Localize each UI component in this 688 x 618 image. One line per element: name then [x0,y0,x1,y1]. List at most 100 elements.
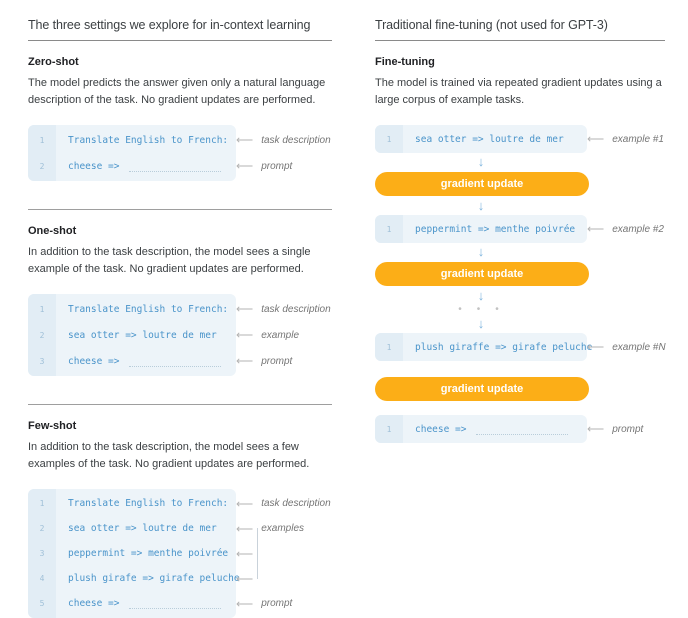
left-arrow-icon: ⟵ [587,422,605,436]
line-number: 4 [39,574,45,583]
code-line: 1 Translate English to French: ⟵ task de… [28,296,331,322]
fine-tuning-description: The model is trained via repeated gradie… [375,77,662,106]
line-number: 2 [39,161,45,171]
annotation-label: task description [261,134,331,146]
down-arrow-icon: ↓ [477,198,485,213]
annotation: ⟵ prompt [236,355,292,367]
left-arrow-icon: ⟵ [236,596,254,611]
left-arrow-icon: ⟵ [236,571,254,586]
annotation-label: prompt [261,160,293,172]
few-shot-heading: Few-shot [28,420,77,432]
left-arrow-icon: ⟵ [236,546,254,561]
zero-shot-code-block: 1 Translate English to French: ⟵ task de… [28,125,331,181]
section-one-shot: One-shot In addition to the task descrip… [28,225,344,376]
code-line: 3 peppermint => menthe poivrée ⟵ [28,541,254,566]
section-few-shot: Few-shot In addition to the task descrip… [28,420,344,618]
code-text: sea otter => loutre de mer [415,133,564,145]
ellipsis-dots: • • • [458,304,504,315]
section-fine-tuning: Fine-tuning The model is trained via rep… [375,56,688,443]
code-line: 2 sea otter => loutre de mer ⟵ example [28,322,299,348]
line-number: 3 [39,549,45,558]
line-number-gutter [375,333,403,361]
line-number: 5 [39,599,45,608]
left-arrow-icon: ⟵ [236,328,254,342]
fine-tuning-column: Traditional fine-tuning (not used for GP… [344,13,688,618]
line-number: 1 [386,134,392,144]
gradient-update-pill: gradient update [375,172,589,196]
annotation: ⟵ task description [236,498,331,510]
code-line: 1 cheese => ⟵ prompt [375,415,644,443]
line-number: 2 [39,330,45,340]
code-line: 3 cheese => ⟵ prompt [28,348,293,374]
annotation-label: example #1 [612,133,664,145]
annotation: ⟵ prompt [587,423,643,435]
in-context-learning-column: The three settings we explore for in-con… [0,13,344,618]
code-text: Translate English to French: [68,498,229,509]
section-divider [28,404,332,405]
annotation: ⟵ task description [236,134,331,146]
code-text: cheese => [68,598,120,609]
one-shot-code-block: 1 Translate English to French: ⟵ task de… [28,294,331,376]
code-text: sea otter => loutre de mer [68,523,217,534]
left-arrow-icon: ⟵ [236,496,254,511]
line-number: 2 [39,524,45,533]
code-text: plush giraffe => girafe peluche [415,341,593,353]
line-number: 1 [39,499,45,508]
annotation: ⟵ [236,548,253,560]
annotation: ⟵ prompt [236,160,292,172]
example-n-block: 1 plush giraffe => girafe peluche ⟵ exam… [375,333,666,361]
code-line: 4 plush girafe => girafe peluche ⟵ [28,566,254,591]
prompt-block: 1 cheese => ⟵ prompt [375,415,644,443]
few-shot-code-block: 1 Translate English to French: ⟵ task de… [28,489,331,618]
left-arrow-icon: ⟵ [587,340,605,354]
code-text: plush girafe => girafe peluche [68,573,240,584]
section-divider [28,209,332,210]
answer-dotted-line [129,161,222,172]
code-text: Translate English to French: [68,303,229,315]
code-text: cheese => [415,423,467,435]
annotation: ⟵ [236,573,253,585]
code-line: 1 sea otter => loutre de mer ⟵ example #… [375,125,664,153]
down-arrow-icon: ↓ [477,154,485,169]
annotation-label: prompt [612,423,644,435]
annotation: ⟵ prompt [236,598,292,610]
line-number-gutter [375,215,403,243]
section-zero-shot: Zero-shot The model predicts the answer … [28,56,344,181]
line-number: 1 [39,304,45,314]
right-column-title: Traditional fine-tuning (not used for GP… [375,18,608,32]
down-arrow-icon: ↓ [477,288,485,303]
left-arrow-icon: ⟵ [236,159,254,173]
annotation-label: task description [261,303,331,315]
gradient-update-pill: gradient update [375,377,589,401]
left-column-title: The three settings we explore for in-con… [28,18,311,32]
left-arrow-icon: ⟵ [236,302,254,316]
zero-shot-heading: Zero-shot [28,56,79,68]
code-line: 1 peppermint => menthe poivrée ⟵ example… [375,215,664,243]
annotation-label: example #N [612,341,666,353]
fine-tuning-heading: Fine-tuning [375,56,435,68]
code-line: 1 plush giraffe => girafe peluche ⟵ exam… [375,333,666,361]
left-arrow-icon: ⟵ [236,354,254,368]
line-number: 1 [386,342,392,352]
annotation-label: prompt [261,598,293,609]
line-number-gutter [28,294,56,376]
left-title-rule [28,40,332,41]
one-shot-heading: One-shot [28,225,77,237]
gradient-update-pill: gradient update [375,262,589,286]
answer-dotted-line [476,424,569,435]
code-line: 1 Translate English to French: ⟵ task de… [28,491,331,516]
line-number-gutter [375,125,403,153]
left-arrow-icon: ⟵ [587,132,605,146]
examples-bracket [257,528,258,579]
annotation: ⟵ task description [236,303,331,315]
annotation: ⟵ example #N [587,341,666,353]
line-number-gutter [375,415,403,443]
example-2-block: 1 peppermint => menthe poivrée ⟵ example… [375,215,664,243]
annotation-label: examples [261,523,305,534]
right-title-rule [375,40,665,41]
left-arrow-icon: ⟵ [236,521,254,536]
code-line: 2 sea otter => loutre de mer ⟵ examples [28,516,304,541]
code-line: 2 cheese => ⟵ prompt [28,153,293,179]
annotation: ⟵ example [236,329,299,341]
left-arrow-icon: ⟵ [587,222,605,236]
